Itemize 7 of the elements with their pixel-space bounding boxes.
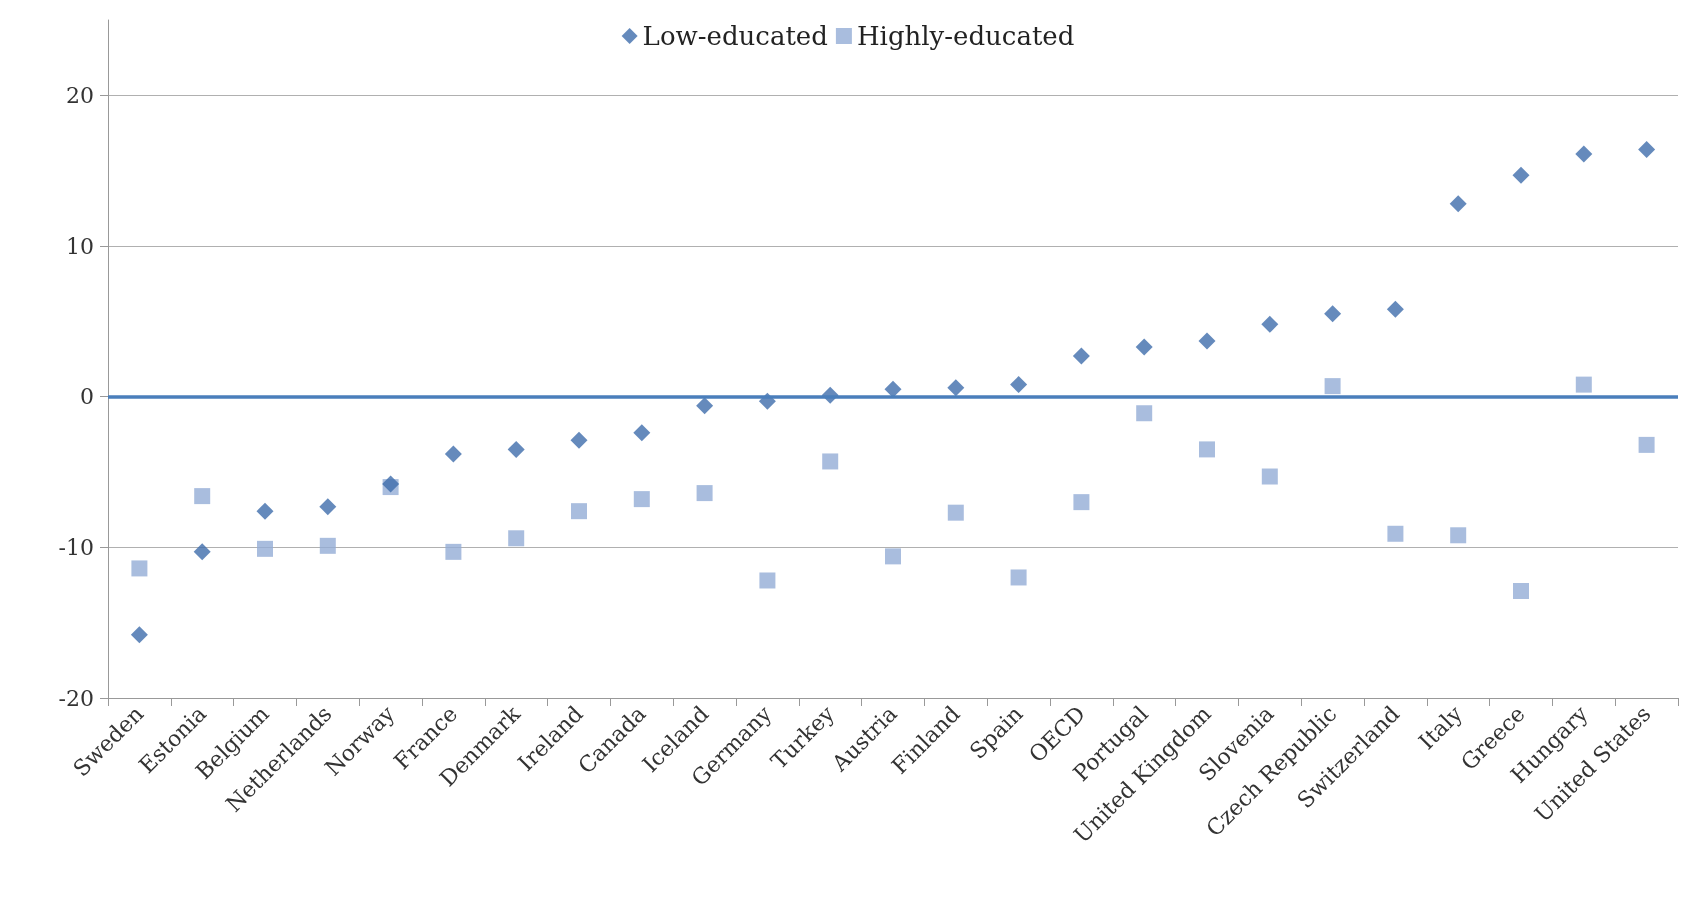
legend-label: Highly-educated	[856, 21, 1075, 51]
y-tick-label: -10	[58, 534, 94, 560]
legend-label: Low-educated	[642, 21, 828, 51]
y-tick-label: 20	[66, 82, 94, 108]
y-tick-label: -20	[58, 685, 94, 711]
y-tick-label: 0	[80, 384, 94, 410]
y-tick-label: 10	[66, 233, 94, 259]
